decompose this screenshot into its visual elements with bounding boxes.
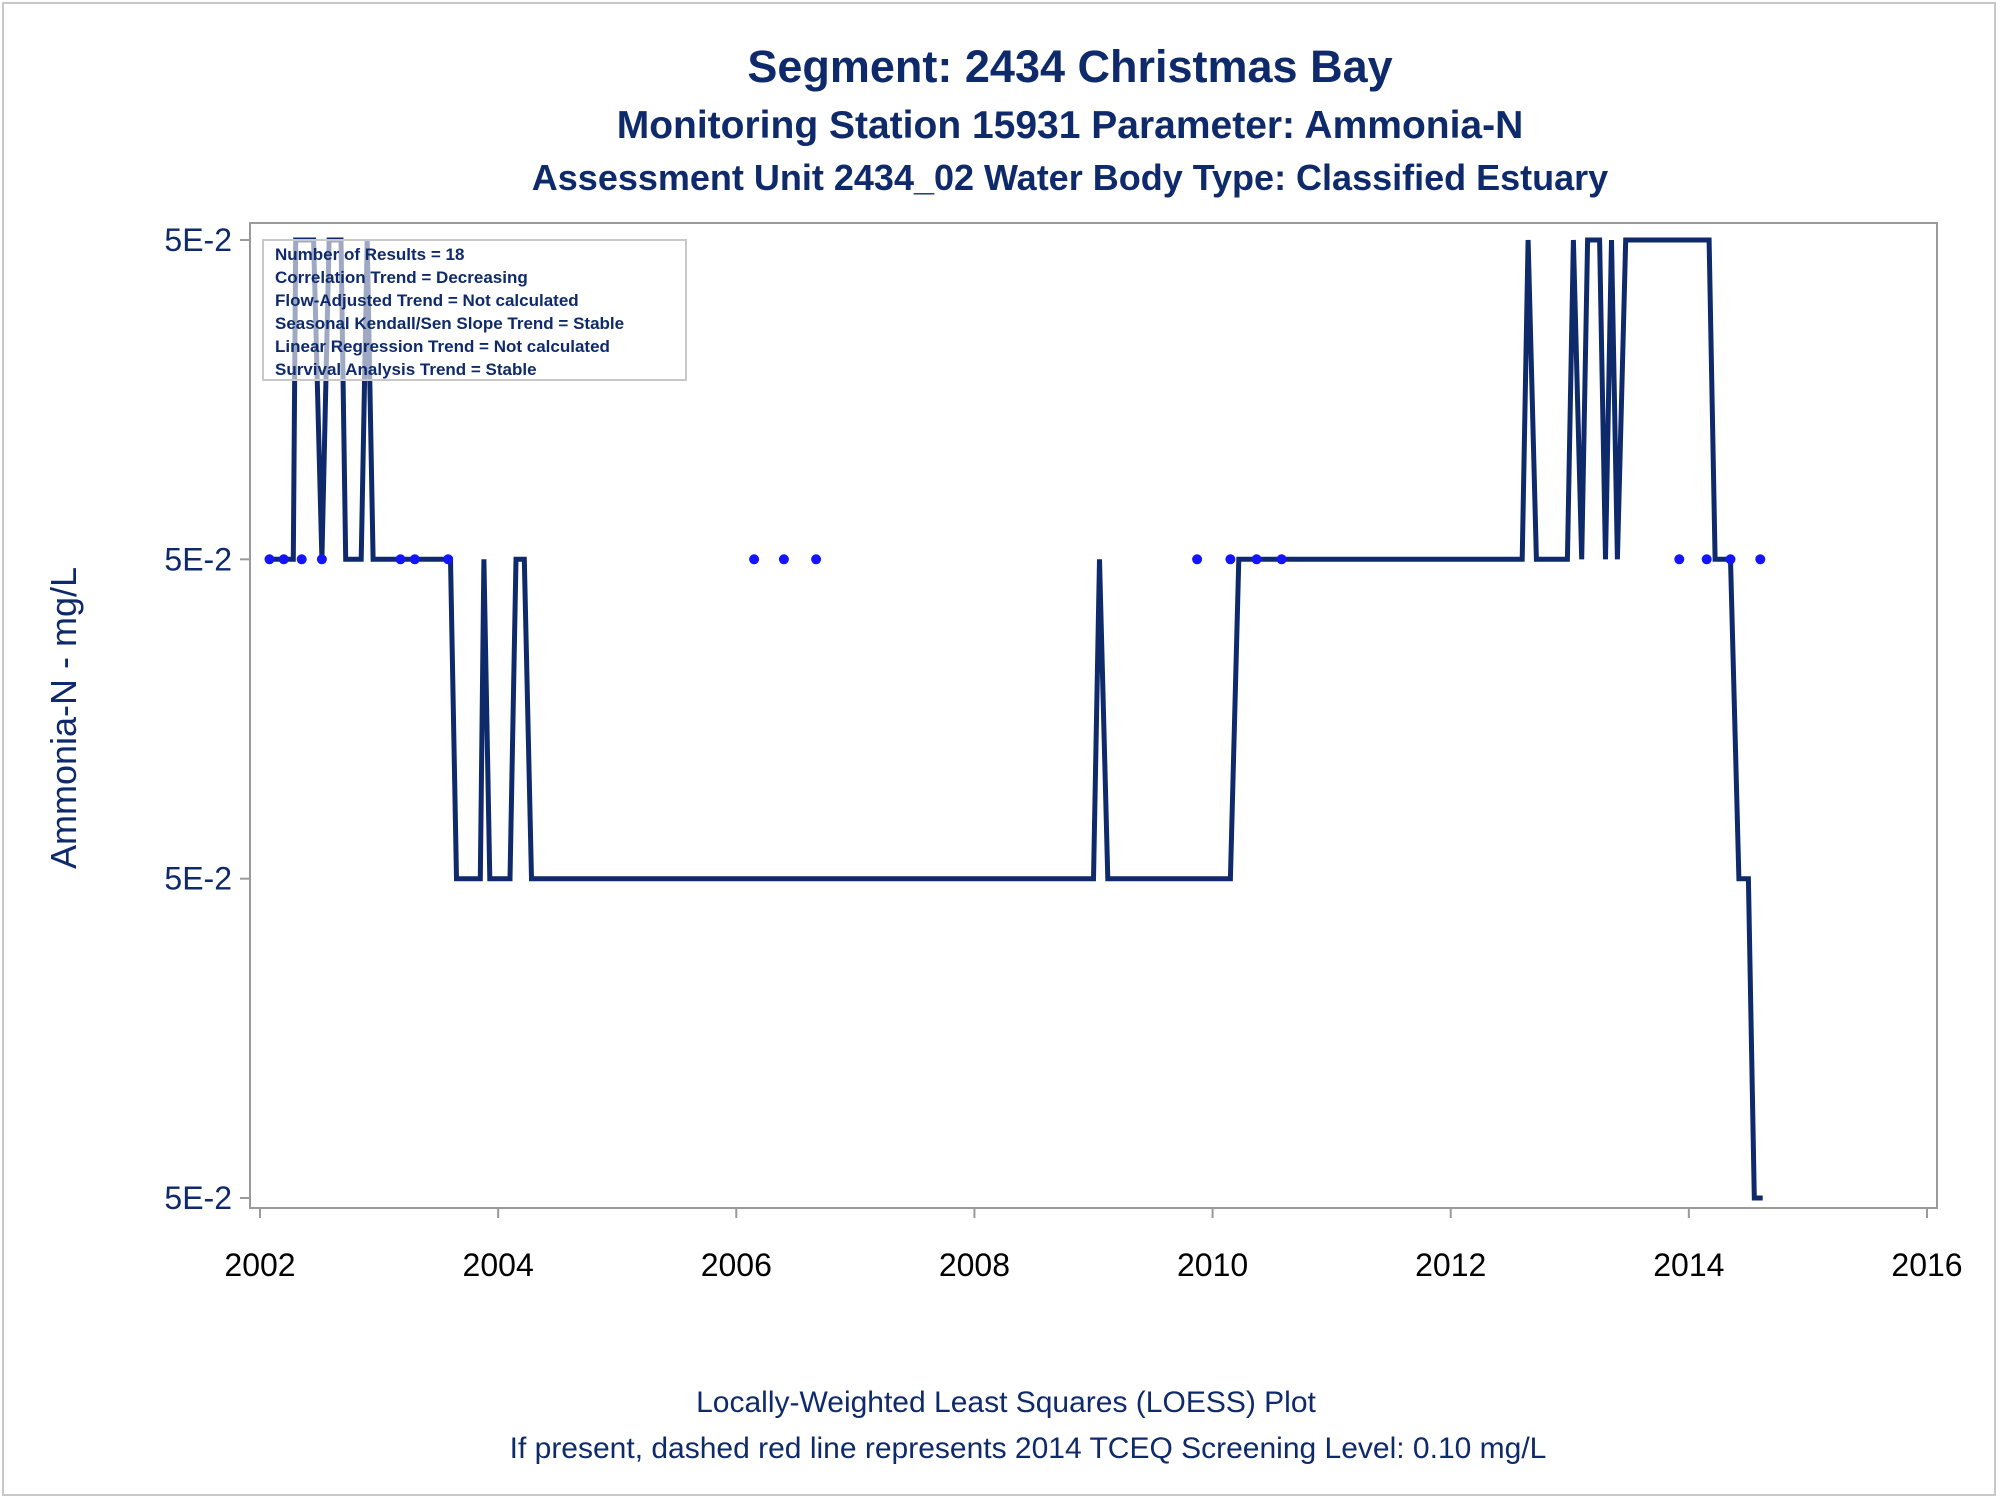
observation-point [1725, 554, 1736, 565]
chart-subtitle-2: Assessment Unit 2434_02 Water Body Type:… [532, 157, 1608, 198]
x-tick-label: 2010 [1177, 1247, 1248, 1283]
stats-line-4: Seasonal Kendall/Sen Slope Trend = Stabl… [275, 314, 624, 333]
x-tick-label: 2004 [463, 1247, 534, 1283]
observation-point [296, 554, 307, 565]
y-tick-label: 5E-2 [164, 222, 232, 258]
observation-point [264, 554, 275, 565]
stats-box-border [262, 239, 687, 381]
y-tick-label: 5E-2 [164, 1180, 232, 1216]
observation-point [443, 554, 454, 565]
series-layer [264, 237, 1766, 1201]
x-tick-label: 2006 [701, 1247, 772, 1283]
observation-point [1701, 554, 1712, 565]
y-tick-label: 5E-2 [164, 541, 232, 577]
observation-point [316, 554, 327, 565]
observation-point [409, 554, 420, 565]
chart-subtitle: Monitoring Station 15931 Parameter: Ammo… [617, 104, 1524, 147]
stats-line-6: Survival Analysis Trend = Stable [275, 360, 537, 379]
observation-point [1674, 554, 1685, 565]
stats-box: Number of Results = 18 Correlation Trend… [262, 239, 687, 381]
observation-point [1192, 554, 1203, 565]
x-tick-label: 2014 [1653, 1247, 1724, 1283]
footnote-2: If present, dashed red line represents 2… [510, 1432, 1547, 1465]
y-axis: 5E-2 5E-2 5E-2 5E-2 [164, 222, 250, 1216]
x-tick-label: 2012 [1415, 1247, 1486, 1283]
footnote-1: Locally-Weighted Least Squares (LOESS) P… [696, 1386, 1316, 1419]
loess-line [271, 237, 1763, 1201]
y-axis-label: Ammonia-N - mg/L [43, 567, 84, 869]
observation-point [395, 554, 406, 565]
plot-area [249, 222, 1938, 1209]
observation-point [811, 554, 822, 565]
y-tick-label: 5E-2 [164, 861, 232, 897]
observation-point [1251, 554, 1262, 565]
observation-point [1755, 554, 1766, 565]
x-axis: 2002 2004 2006 2008 2010 2012 2014 2016 [224, 1208, 1963, 1283]
observation-point [278, 554, 289, 565]
stats-line-1: Number of Results = 18 [275, 245, 464, 264]
stats-line-3: Flow-Adjusted Trend = Not calculated [275, 291, 579, 310]
observation-point [1276, 554, 1287, 565]
x-tick-label: 2002 [224, 1247, 295, 1283]
observation-point [749, 554, 760, 565]
stats-line-5: Linear Regression Trend = Not calculated [275, 337, 610, 356]
observation-point [778, 554, 789, 565]
x-tick-label: 2016 [1891, 1247, 1962, 1283]
x-tick-label: 2008 [939, 1247, 1010, 1283]
stats-line-2: Correlation Trend = Decreasing [275, 268, 528, 287]
observation-point [1225, 554, 1236, 565]
chart-title: Segment: 2434 Christmas Bay [747, 41, 1392, 92]
